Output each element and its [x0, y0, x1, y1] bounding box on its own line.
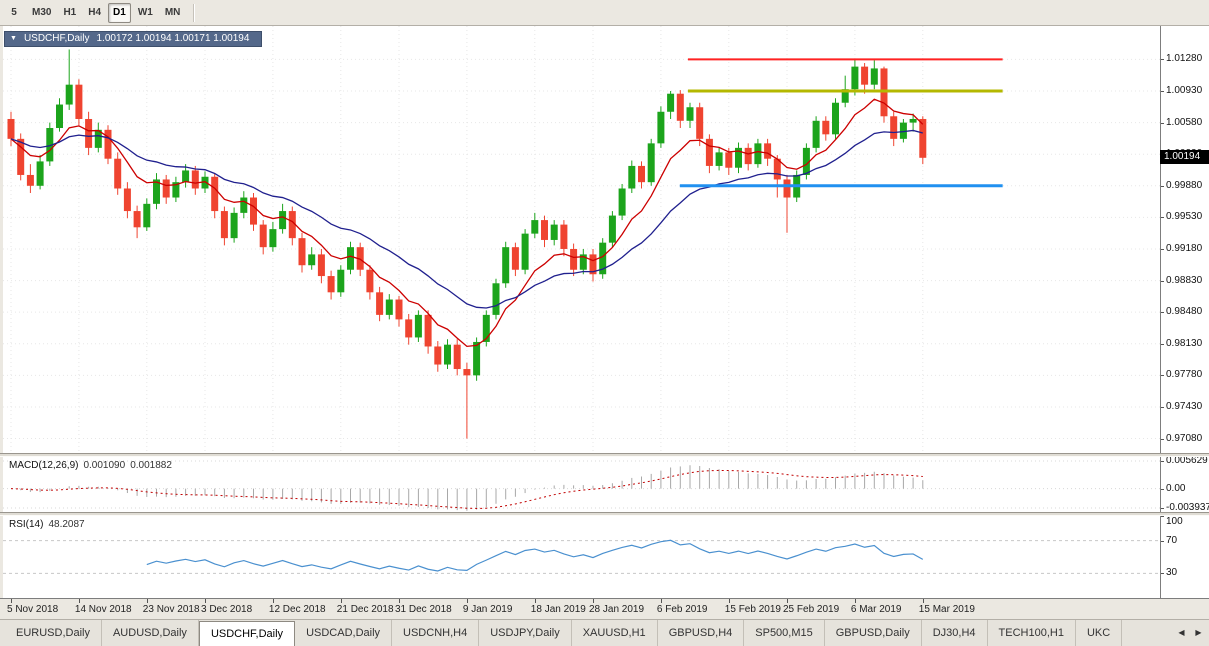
date-axis-label: 25 Feb 2019	[783, 604, 840, 615]
chart-tab-audusd-daily[interactable]: AUDUSD,Daily	[102, 620, 199, 646]
candlestick-series	[7, 49, 927, 439]
date-axis: 5 Nov 2018 14 Nov 2018 23 Nov 2018 3 Dec 20…	[0, 598, 1209, 619]
macd-signal-value: 0.001882	[130, 460, 172, 471]
price-axis-label: 0.99180	[1166, 242, 1203, 254]
chart-tab-ukc[interactable]: UKC	[1076, 620, 1123, 646]
scroll-tabs-right-button[interactable]: ▶	[1195, 628, 1202, 637]
tab-scroll-buttons: ◀ ▶	[1171, 620, 1209, 646]
chart-tab-gbpusd-h4[interactable]: GBPUSD,H4	[658, 620, 745, 646]
date-axis-label: 15 Feb 2019	[724, 604, 781, 615]
pane-splitter[interactable]	[0, 512, 1209, 516]
chart-tab-usdcad-daily[interactable]: USDCAD,Daily	[295, 620, 393, 646]
current-price-box: 1.00194	[1160, 150, 1209, 165]
price-axis-label: 0.98130	[1166, 337, 1203, 349]
timeframe-button-w1[interactable]: W1	[137, 6, 153, 18]
date-axis-label: 6 Mar 2019	[850, 604, 902, 615]
timeframe-button-h4[interactable]: H4	[88, 6, 102, 18]
timeframe-button-d1[interactable]: D1	[108, 2, 131, 23]
date-axis-label: 12 Dec 2018	[268, 604, 326, 615]
price-axis-label: 1.01280	[1166, 53, 1203, 65]
timeframe-toolbar: 5 M30 H1 H4 D1 W1 MN	[0, 0, 1209, 26]
price-axis-label: 0.97430	[1166, 400, 1203, 412]
timeframe-button-mn[interactable]: MN	[164, 6, 181, 18]
price-axis-label: 1.00930	[1166, 84, 1203, 96]
macd-histogram	[20, 465, 924, 511]
price-chart-canvas[interactable]	[3, 26, 1160, 453]
price-axis-label: 1.00580	[1166, 116, 1203, 128]
macd-scale-label: -0.003937	[1166, 502, 1209, 513]
chart-tab-usdcnh-h4[interactable]: USDCNH,H4	[392, 620, 480, 646]
chart-tabs-bar: EURUSD,Daily AUDUSD,Daily USDCHF,Daily USDC…	[0, 619, 1209, 646]
price-axis-label: 0.98830	[1166, 274, 1203, 286]
ma-fast-line[interactable]	[10, 98, 924, 348]
rsi-scale-label: 30	[1166, 567, 1178, 579]
date-axis-label: 3 Dec 2018	[201, 604, 253, 615]
macd-chart-canvas[interactable]	[3, 457, 1160, 512]
chart-ohlc-values: 1.00172 1.00194 1.00171 1.00194	[96, 33, 250, 44]
chart-tab-eurusd-daily[interactable]: EURUSD,Daily	[5, 620, 102, 646]
timeframe-button-h1[interactable]: H1	[63, 6, 77, 18]
rsi-value: 48.2087	[48, 519, 85, 530]
timeframe-buttons: 5 M30 H1 H4 D1 W1 MN	[2, 2, 186, 23]
chart-menu-icon[interactable]: ▼	[10, 35, 17, 42]
chart-tab-usdjpy-daily[interactable]: USDJPY,Daily	[479, 620, 572, 646]
chart-tab-usdchf-daily[interactable]: USDCHF,Daily	[198, 621, 296, 646]
price-axis-label: 0.97780	[1166, 369, 1203, 381]
pane-splitter[interactable]	[0, 453, 1209, 457]
date-axis-label: 5 Nov 2018	[7, 604, 59, 615]
macd-scale-label: 0.00	[1166, 482, 1186, 494]
chart-tab-dj30-h4[interactable]: DJ30,H4	[922, 620, 988, 646]
price-axis-label: 0.97080	[1166, 432, 1203, 444]
toolbar-separator	[193, 3, 196, 22]
date-axis-label: 23 Nov 2018	[142, 604, 200, 615]
chart-title: USDCHF,Daily	[23, 33, 90, 44]
ma-slow-line[interactable]	[10, 129, 923, 309]
rsi-name: RSI(14)	[9, 519, 44, 530]
chart-title-bar[interactable]: ▼ USDCHF,Daily 1.00172 1.00194 1.00171 1…	[4, 31, 263, 47]
chart-tab-sp500-m15[interactable]: SP500,M15	[744, 620, 825, 646]
timeframe-button-5[interactable]: 5	[11, 6, 17, 18]
date-axis-label: 18 Jan 2019	[530, 604, 586, 615]
price-axis-label: 0.99530	[1166, 211, 1203, 223]
macd-main-value: 0.001090	[83, 460, 126, 471]
macd-name: MACD(12,26,9)	[9, 460, 79, 471]
date-axis-label: 6 Feb 2019	[656, 604, 708, 615]
price-axis: 1.012801.009301.005801.002300.998800.995…	[1160, 26, 1209, 598]
date-axis-label: 21 Dec 2018	[336, 604, 394, 615]
rsi-line	[146, 539, 924, 572]
date-axis-label: 31 Dec 2018	[395, 604, 452, 615]
date-axis-label: 14 Nov 2018	[74, 604, 132, 615]
rsi-label: RSI(14) 48.2087	[9, 519, 85, 530]
rsi-scale-label: 100	[1166, 516, 1183, 527]
chart-tab-xauusd-h1[interactable]: XAUUSD,H1	[572, 620, 658, 646]
timeframe-button-m30[interactable]: M30	[32, 6, 52, 18]
chart-tabs: EURUSD,Daily AUDUSD,Daily USDCHF,Daily USDC…	[5, 620, 1123, 646]
scroll-tabs-left-button[interactable]: ◀	[1178, 628, 1185, 637]
macd-signal-line	[10, 469, 923, 509]
price-axis-label: 0.98480	[1166, 306, 1203, 318]
date-axis-label: 9 Jan 2019	[462, 604, 513, 615]
macd-scale-label: 0.005629	[1166, 455, 1208, 466]
macd-label: MACD(12,26,9) 0.001090 0.001882	[9, 460, 172, 471]
rsi-scale-label: 70	[1166, 534, 1178, 546]
chart-tab-tech100-h1[interactable]: TECH100,H1	[988, 620, 1076, 646]
date-axis-label: 28 Jan 2019	[589, 604, 645, 615]
date-axis-label: 15 Mar 2019	[918, 604, 975, 615]
chart-tab-gbpusd-daily[interactable]: GBPUSD,Daily	[825, 620, 922, 646]
price-axis-label: 0.99880	[1166, 179, 1203, 191]
rsi-chart-canvas[interactable]	[3, 516, 1160, 598]
